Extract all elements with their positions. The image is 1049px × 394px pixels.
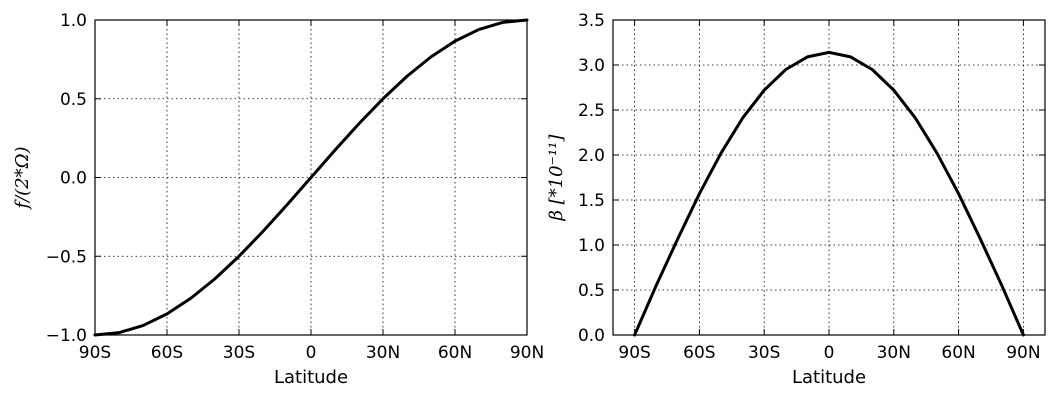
x-tick-label: 30N (877, 343, 911, 363)
y-tick-label: 2.0 (578, 146, 605, 166)
grid-lines (613, 19, 1045, 336)
y-tick-label: 1.0 (578, 236, 605, 256)
chart-beta-parameter: 90S 60S 30S 0 30N 60N 90N 0.0 0.5 1.0 1.5 2.0 2.5 3.… (546, 11, 1046, 388)
data-series-line (93, 18, 529, 337)
curve-layer (633, 50, 1025, 337)
y-axis-label: f/(2*Ω) (12, 146, 33, 210)
y-tick-label: 1.5 (578, 191, 605, 211)
x-tick-label: 60S (151, 343, 183, 363)
tick-marks (613, 19, 1045, 336)
x-tick-label: 90S (618, 343, 650, 363)
x-tick-label: 60S (683, 343, 715, 363)
y-tick-label: 3.5 (578, 11, 605, 31)
y-tick-labels: 0.0 0.5 1.0 1.5 2.0 2.5 3.0 3.5 (578, 11, 605, 346)
y-axis-label: β [*10⁻¹¹] (546, 134, 567, 222)
x-tick-label: 30N (366, 343, 400, 363)
chart-coriolis-parameter: 90S 60S 30S 0 30N 60N 90N −1.0 −0.5 0.0 0.5 1.0 La… (12, 11, 544, 388)
x-axis-label: Latitude (792, 367, 866, 388)
data-series-line (633, 50, 1025, 337)
y-tick-label: 1.0 (60, 11, 87, 31)
y-tick-labels: −1.0 −0.5 0.0 0.5 1.0 (46, 11, 87, 346)
x-tick-label: 60N (941, 343, 975, 363)
tick-marks (94, 19, 528, 336)
x-tick-label: 60N (438, 343, 472, 363)
x-tick-label: 30S (223, 343, 255, 363)
x-tick-label: 0 (824, 343, 835, 363)
x-tick-label: 0 (306, 343, 317, 363)
y-tick-label: 2.5 (578, 101, 605, 121)
y-tick-label: −0.5 (46, 247, 87, 267)
x-tick-label: 30S (748, 343, 780, 363)
x-tick-label: 90N (510, 343, 544, 363)
y-tick-label: 0.5 (60, 90, 87, 110)
x-tick-labels: 90S 60S 30S 0 30N 60N 90N (79, 343, 544, 363)
x-tick-labels: 90S 60S 30S 0 30N 60N 90N (618, 343, 1040, 363)
y-tick-label: 0.0 (60, 169, 87, 189)
x-tick-label: 90S (79, 343, 111, 363)
y-tick-label: 3.0 (578, 56, 605, 76)
curve-layer (93, 18, 529, 337)
y-tick-label: 0.5 (578, 281, 605, 301)
x-tick-label: 90N (1006, 343, 1040, 363)
y-tick-label: 0.0 (578, 326, 605, 346)
x-axis-label: Latitude (274, 367, 348, 388)
y-tick-label: −1.0 (46, 326, 87, 346)
